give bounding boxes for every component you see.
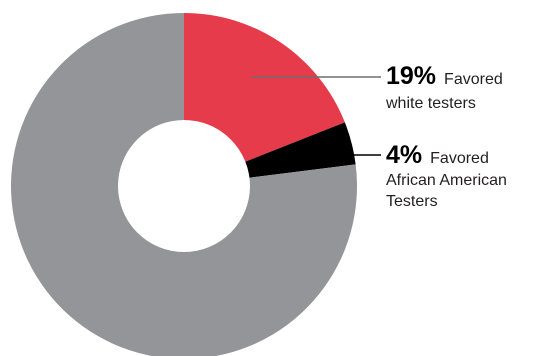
slice-no-difference [11, 13, 358, 356]
annotation-african-american-testers: 4% Favored [386, 141, 489, 169]
label-line-favored: Favored [444, 71, 503, 88]
label-line-african-american: African American [386, 172, 507, 189]
label-line-testers: Testers [386, 193, 438, 210]
annotation-white-testers: 19% Favored [386, 62, 503, 90]
label-line-white-testers: white testers [385, 95, 476, 112]
donut-hole [118, 120, 250, 252]
percent-label-white-testers: 19% [386, 62, 436, 90]
percent-label-african-american-testers: 4% [386, 141, 422, 169]
label-line-favored-2: Favored [430, 150, 489, 167]
